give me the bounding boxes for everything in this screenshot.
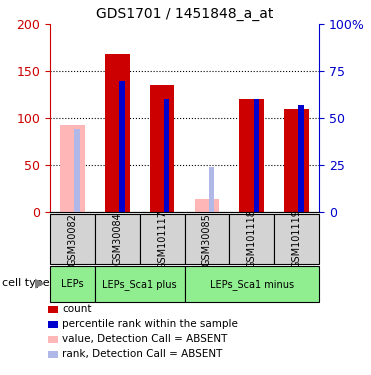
- Text: value, Detection Call = ABSENT: value, Detection Call = ABSENT: [62, 334, 227, 344]
- Bar: [140, 214, 185, 264]
- Title: GDS1701 / 1451848_a_at: GDS1701 / 1451848_a_at: [96, 7, 273, 21]
- Text: LEPs_Sca1 plus: LEPs_Sca1 plus: [102, 279, 177, 290]
- Bar: [185, 266, 319, 302]
- Text: GSM30084: GSM30084: [112, 213, 122, 266]
- Bar: [164, 99, 169, 212]
- Text: LEPs: LEPs: [61, 279, 84, 289]
- Text: ▶: ▶: [35, 277, 44, 290]
- Bar: [60, 124, 85, 212]
- Bar: [105, 54, 129, 212]
- Text: rank, Detection Call = ABSENT: rank, Detection Call = ABSENT: [62, 350, 222, 359]
- Bar: [150, 86, 174, 212]
- Bar: [274, 214, 319, 264]
- Bar: [119, 81, 125, 212]
- Bar: [254, 99, 259, 212]
- Text: percentile rank within the sample: percentile rank within the sample: [62, 320, 238, 329]
- Bar: [229, 214, 274, 264]
- Bar: [195, 199, 219, 212]
- Bar: [284, 109, 309, 212]
- Bar: [298, 105, 304, 212]
- Text: LEPs_Sca1 minus: LEPs_Sca1 minus: [210, 279, 294, 290]
- Bar: [74, 129, 80, 212]
- Text: GSM101119: GSM101119: [292, 210, 302, 268]
- Bar: [95, 214, 140, 264]
- Text: count: count: [62, 304, 92, 314]
- Bar: [50, 214, 95, 264]
- Bar: [185, 214, 229, 264]
- Bar: [240, 99, 264, 212]
- Text: GSM30082: GSM30082: [68, 213, 78, 266]
- Text: GSM30085: GSM30085: [202, 213, 212, 266]
- Bar: [95, 266, 185, 302]
- Text: GSM101117: GSM101117: [157, 210, 167, 268]
- Bar: [209, 167, 214, 212]
- Text: cell type: cell type: [2, 278, 49, 288]
- Text: GSM101118: GSM101118: [247, 210, 257, 268]
- Bar: [50, 266, 95, 302]
